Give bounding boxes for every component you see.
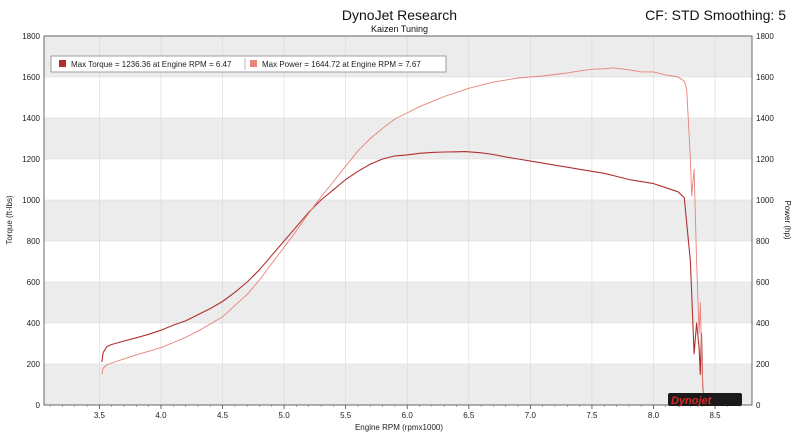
- x-axis-ticks: 3.5 4.0 4.5 5.0 5.5 6.0 6.5 7.0 7.5 8.0 8.5: [49, 405, 740, 420]
- x-tick-label: 8.5: [709, 411, 721, 420]
- y-tick-label-left: 1400: [22, 114, 40, 123]
- y-tick-label-right: 0: [756, 401, 761, 410]
- x-tick-label: 6.0: [402, 411, 414, 420]
- x-axis-label: Engine RPM (rpmx1000): [355, 423, 443, 432]
- correction-factor-label: CF: STD Smoothing: 5: [645, 7, 786, 23]
- plot-bands: [44, 36, 752, 405]
- y-tick-label-left: 1000: [22, 196, 40, 205]
- x-tick-label: 5.0: [279, 411, 291, 420]
- y-axis-left-ticks: 0 200 400 600 800 1000 1200 1400 1600 1800: [22, 32, 40, 410]
- y-tick-label-right: 600: [756, 278, 770, 287]
- plot-band: [44, 282, 752, 323]
- legend: Max Torque = 1236.36 at Engine RPM = 6.4…: [50, 55, 447, 73]
- y-tick-label-right: 800: [756, 237, 770, 246]
- series-line-torque: [101, 151, 706, 405]
- svg-text:Dynojet: Dynojet: [671, 395, 713, 407]
- series-line-power: [101, 67, 706, 405]
- x-tick-label: 4.0: [155, 411, 167, 420]
- plot-frame: [43, 35, 753, 406]
- plot-band: [44, 118, 752, 159]
- y-tick-label-left: 1800: [22, 32, 40, 41]
- chart-title: DynoJet Research: [341, 7, 458, 23]
- x-tick-label: 7.0: [525, 411, 537, 420]
- x-tick-label: 6.5: [463, 411, 475, 420]
- y-axis-left-label: Torque (ft-lbs): [5, 195, 14, 245]
- y-tick-label-right: 1600: [756, 73, 774, 82]
- legend-swatch-power: [250, 60, 257, 67]
- y-tick-label-left: 200: [27, 360, 41, 369]
- y-tick-label-left: 600: [27, 278, 41, 287]
- y-tick-label-right: 1200: [756, 155, 774, 164]
- y-tick-label-left: 400: [27, 319, 41, 328]
- y-tick-label-left: 1600: [22, 73, 40, 82]
- legend-swatch-torque: [59, 60, 66, 67]
- dynojet-logo: Dynojet: [668, 393, 742, 407]
- y-tick-label-left: 1200: [22, 155, 40, 164]
- y-tick-label-right: 1000: [756, 196, 774, 205]
- y-tick-label-right: 1800: [756, 32, 774, 41]
- y-axis-right-ticks: 0 200 400 600 800 1000 1200 1400 1600 1800: [756, 32, 774, 410]
- y-axis-right-label: Power (hp): [783, 200, 792, 239]
- plot-band: [44, 200, 752, 241]
- x-tick-label: 3.5: [94, 411, 106, 420]
- y-tick-label-right: 200: [756, 360, 770, 369]
- x-tick-label: 7.5: [586, 411, 598, 420]
- y-tick-label-right: 1400: [756, 114, 774, 123]
- plot-grid: [44, 35, 752, 406]
- x-tick-label: 8.0: [648, 411, 660, 420]
- plot-band: [44, 364, 752, 405]
- plot-border: [43, 35, 753, 406]
- legend-entry-torque: Max Torque = 1236.36 at Engine RPM = 6.4…: [71, 60, 232, 69]
- x-tick-label: 4.5: [217, 411, 229, 420]
- y-tick-label-right: 400: [756, 319, 770, 328]
- y-tick-label-left: 0: [36, 401, 41, 410]
- y-tick-label-left: 800: [27, 237, 41, 246]
- chart-subtitle: Kaizen Tuning: [370, 24, 429, 34]
- x-tick-label: 5.5: [340, 411, 352, 420]
- legend-entry-power: Max Power = 1644.72 at Engine RPM = 7.67: [262, 60, 421, 69]
- plot-lines: [101, 67, 706, 405]
